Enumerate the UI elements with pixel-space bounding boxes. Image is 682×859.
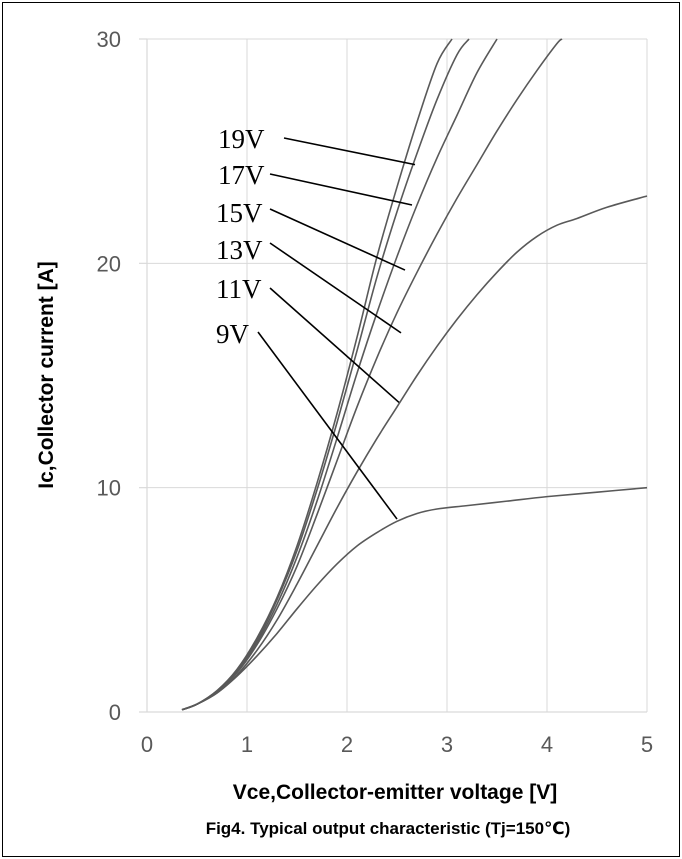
x-tick-label: 4 [541, 732, 553, 757]
leader-line-19v [283, 137, 416, 166]
y-tick-label: 20 [97, 251, 121, 276]
x-tick-labels: 0 1 2 3 4 5 [141, 732, 653, 757]
x-tick-label: 2 [341, 732, 353, 757]
axes [139, 38, 647, 713]
leader-line-15v [269, 208, 406, 271]
curves [181, 38, 648, 711]
leader-line-13v [269, 242, 402, 334]
figure-caption: Fig4. Typical output characteristic (Tj=… [206, 819, 571, 838]
y-axis-title: Ic,Collector current [A] [35, 261, 58, 489]
curve-label-leaders [257, 137, 416, 520]
curve-9v [181, 486, 648, 711]
curve-11v [181, 195, 648, 711]
curve-label-9v: 9V [216, 319, 250, 349]
x-tick-label: 1 [241, 732, 253, 757]
curve-label-15v: 15V [216, 198, 263, 228]
leader-line-11v [269, 287, 400, 404]
x-tick-label: 0 [141, 732, 153, 757]
curve-13v [181, 38, 563, 711]
x-axis-title: Vce,Collector-emitter voltage [V] [233, 781, 557, 804]
curve-label-17v: 17V [218, 160, 265, 190]
curve-label-11v: 11V [216, 274, 262, 304]
curve-label-13v: 13V [216, 235, 263, 265]
curve-labels: 19V 17V 15V 13V 11V 9V [216, 124, 265, 349]
curve-label-19v: 19V [218, 124, 265, 154]
y-tick-labels: 0 10 20 30 [97, 27, 121, 725]
x-tick-label: 3 [441, 732, 453, 757]
y-tick-label: 30 [97, 27, 121, 52]
y-tick-label: 10 [97, 476, 121, 501]
x-tick-label: 5 [641, 732, 653, 757]
leader-line-17v [269, 173, 413, 206]
leader-line-9v [257, 331, 398, 520]
y-tick-label: 0 [109, 700, 121, 725]
